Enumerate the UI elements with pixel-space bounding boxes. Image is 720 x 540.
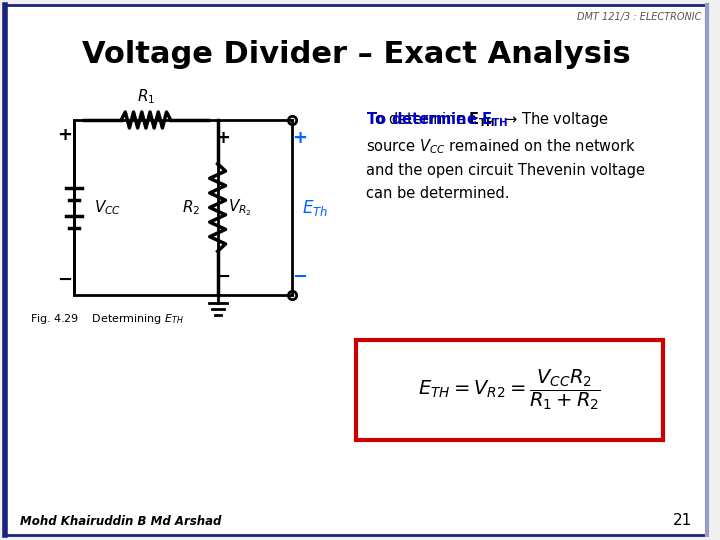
Text: To determine $\mathbf{E_{TH}}$: To determine $\mathbf{E_{TH}}$ <box>366 110 508 129</box>
Text: $R_2$: $R_2$ <box>181 198 200 217</box>
Text: −: − <box>57 271 72 289</box>
Text: $E_{Th}$: $E_{Th}$ <box>302 198 328 218</box>
Text: Fig. 4.29    Determining $E_{TH}$: Fig. 4.29 Determining $E_{TH}$ <box>30 312 184 326</box>
Text: $V_{R_2}$: $V_{R_2}$ <box>228 197 251 218</box>
Text: Mohd Khairuddin B Md Arshad: Mohd Khairuddin B Md Arshad <box>19 515 221 528</box>
Text: $R_1$: $R_1$ <box>137 87 155 106</box>
Text: +: + <box>57 126 72 144</box>
Text: $E_{TH} = V_{R2} = \dfrac{V_{CC}R_2}{R_1 + R_2}$: $E_{TH} = V_{R2} = \dfrac{V_{CC}R_2}{R_1… <box>418 368 601 413</box>
Text: DMT 121/3 : ELECTRONIC I: DMT 121/3 : ELECTRONIC I <box>577 12 707 22</box>
Text: +: + <box>292 129 307 147</box>
Text: 21: 21 <box>673 513 693 528</box>
Text: −: − <box>292 268 307 286</box>
Text: +: + <box>215 129 230 147</box>
Text: To determine $\mathbf{E_{TH}}$  → The voltage
source $V_{CC}$ remained on the ne: To determine $\mathbf{E_{TH}}$ → The vol… <box>366 110 645 200</box>
Text: Voltage Divider – Exact Analysis: Voltage Divider – Exact Analysis <box>82 40 631 69</box>
Text: $V_{CC}$: $V_{CC}$ <box>94 198 121 217</box>
Text: −: − <box>215 268 230 286</box>
Bar <box>356 340 663 440</box>
